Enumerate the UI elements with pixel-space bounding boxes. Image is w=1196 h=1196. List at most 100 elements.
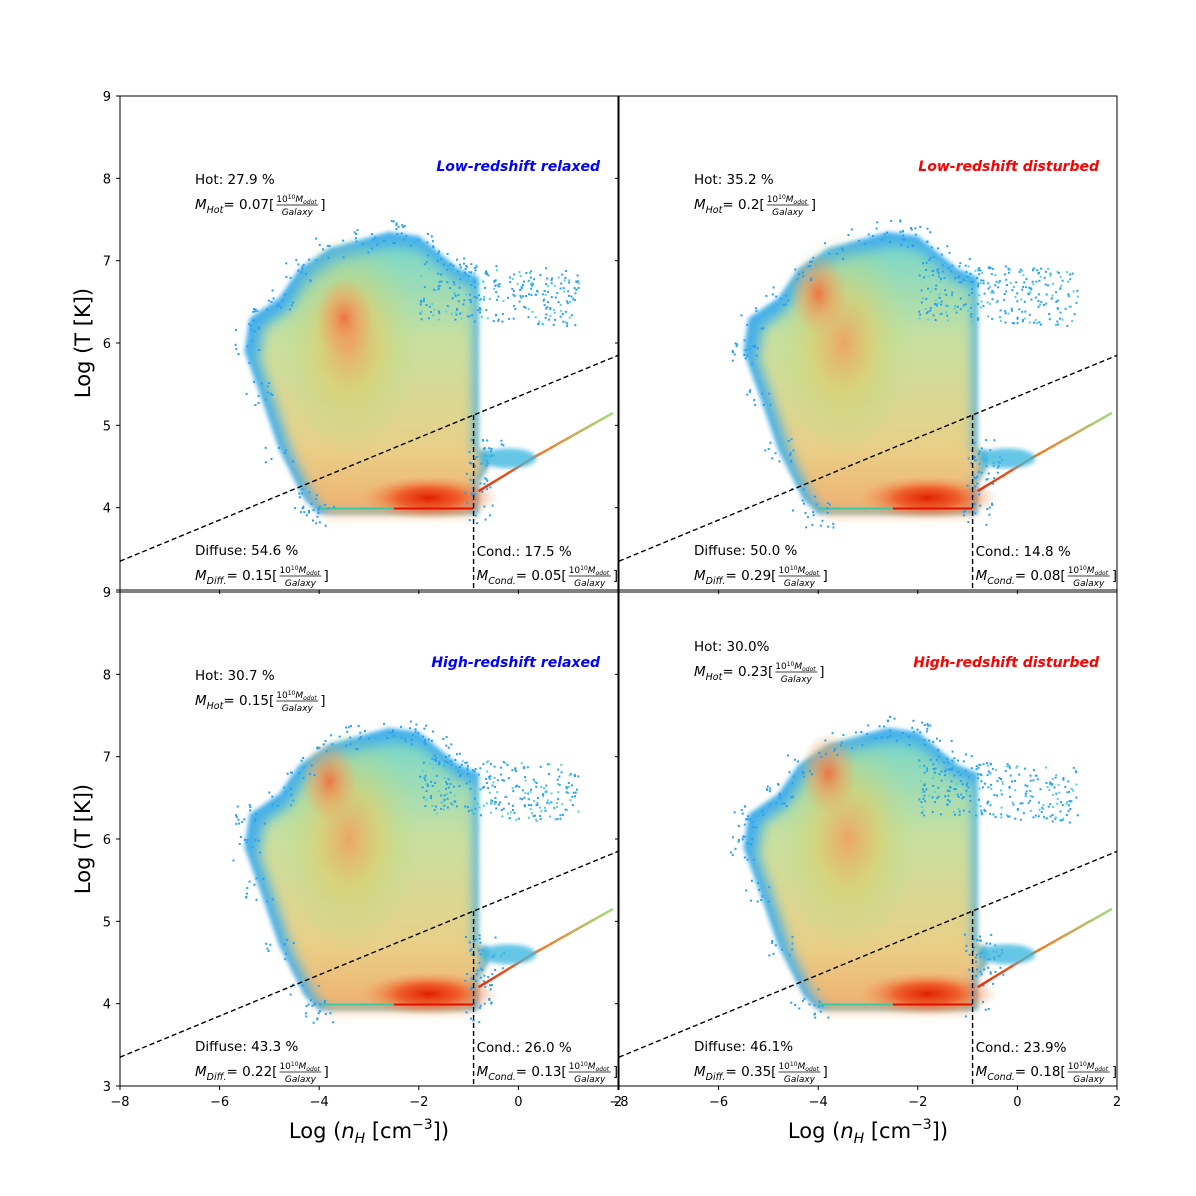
scatter-point [535,782,538,785]
scatter-point [931,811,934,814]
scatter-point [478,299,481,302]
scatter-point [317,1012,320,1015]
scatter-point [954,304,957,307]
scatter-point [901,230,904,233]
scatter-point [1032,779,1035,782]
cond-mass-symbol: M [976,568,988,584]
scatter-point [507,296,510,299]
scatter-point [569,772,572,775]
scatter-point [934,801,937,804]
scatter-point [253,310,256,313]
scatter-point [1052,805,1055,808]
scatter-point [977,470,980,473]
scatter-point [504,796,507,799]
scatter-point [783,802,786,805]
cond-unit-numerator: 1010Modot [569,565,610,577]
scatter-point [964,303,967,306]
scatter-point [841,247,844,250]
scatter-point [794,268,797,271]
scatter-point [488,777,491,780]
scatter-point [1021,269,1024,272]
scatter-point [255,898,258,901]
x-tick-label: −4 [310,1095,329,1110]
scatter-point [268,382,271,385]
scatter-point [264,446,267,449]
scatter-point [933,771,936,774]
scatter-point [1045,302,1048,305]
scatter-point [499,801,502,804]
diffuse-unit-subscript: odot [805,570,819,577]
scatter-point [962,760,965,763]
scatter-point [842,257,845,260]
scatter-point [1007,271,1010,274]
scatter-point [1061,279,1064,282]
scatter-point [479,308,482,311]
scatter-point [889,715,892,718]
scatter-point [1057,783,1060,786]
scatter-point [286,772,289,775]
scatter-point [481,949,484,952]
scatter-point [486,317,489,320]
scatter-point [459,266,462,269]
scatter-point [524,306,527,309]
scatter-point [733,811,736,814]
scatter-point [367,251,370,254]
scatter-point [493,287,496,290]
scatter-point [492,781,495,784]
scatter-point [443,794,446,797]
scatter-point [1036,269,1039,272]
scatter-point [420,300,423,303]
scatter-point [923,723,926,726]
scatter-point [428,762,431,765]
scatter-point [297,263,300,266]
scatter-point [1065,814,1068,817]
scatter-point [982,1000,985,1003]
diagonal-cut-line [119,354,619,562]
scatter-point [401,224,404,227]
scatter-point [443,777,446,780]
scatter-point [528,272,531,275]
scatter-point [546,763,549,766]
scatter-point [470,977,473,980]
scatter-point [488,997,491,1000]
scatter-point [794,1003,797,1006]
scatter-point [979,269,982,272]
scatter-point [528,293,531,296]
scatter-point [433,754,436,757]
scatter-point [985,523,988,526]
scatter-point [468,271,471,274]
scatter-point [537,322,540,325]
scatter-point [1056,270,1059,273]
scatter-point [474,286,477,289]
scatter-point [292,301,295,304]
scatter-point [939,813,942,816]
scatter-point [494,279,497,282]
scatter-point [976,482,979,485]
scatter-point [1039,323,1042,326]
scatter-point [1035,280,1038,283]
scatter-point [546,277,549,280]
scatter-point [871,235,874,238]
scatter-point [889,734,892,737]
scatter-point [927,318,930,321]
diffuse-mass-label: MDiff.= 0.15[ [195,568,277,587]
scatter-point [932,768,935,771]
scatter-point [252,307,255,310]
scatter-point [424,739,427,742]
scatter-point [847,234,850,237]
scatter-point [987,472,990,475]
scatter-point [556,818,559,821]
scatter-point [1076,295,1079,298]
scatter-point [969,272,972,275]
scatter-point [769,803,772,806]
scatter-point [437,272,440,275]
scatter-point [928,739,931,742]
scatter-point [556,806,559,809]
scatter-point [302,264,305,267]
scatter-point [1072,766,1075,769]
scatter-point [1051,782,1054,785]
scatter-point [489,799,492,802]
scatter-point [436,812,439,815]
diffuse-fraction-label: Diffuse: 46.1% [694,1039,793,1055]
y-axis-label: Log (T [K]) [71,784,95,894]
